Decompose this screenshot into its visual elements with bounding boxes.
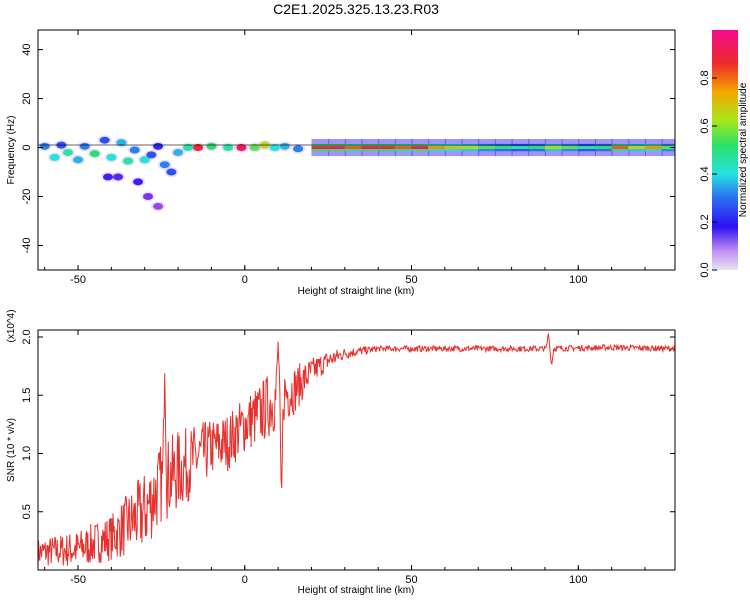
snr-xtick-label: -50 — [70, 574, 86, 586]
spectrogram-blob — [106, 153, 117, 161]
spectrogram-blob — [153, 142, 164, 150]
spectrogram-blob — [173, 148, 184, 156]
colorbar-gradient — [712, 30, 738, 270]
spectrogram-blob — [116, 139, 127, 147]
snr-panel: -50 0 50 100 0.5 1.0 1.5 2.0 Height of straight… — [6, 309, 676, 596]
spectrogram-band-core — [544, 146, 563, 150]
spectrogram-band-core — [428, 146, 446, 150]
spectrogram-ytick-label: 0 — [21, 144, 33, 150]
spectrogram-blob — [193, 144, 204, 152]
spectrogram-ytick-label: -20 — [21, 189, 33, 205]
spectrogram-ytick-label: 40 — [21, 43, 33, 55]
colorbar-tick-label: 0.0 — [699, 262, 711, 277]
spectrogram-band-core — [511, 146, 530, 150]
colorbar-tick-label: 0.8 — [699, 70, 711, 85]
spectrogram-band-core — [344, 146, 363, 150]
spectrogram-blob — [143, 193, 154, 201]
spectrogram-band-core — [578, 146, 596, 150]
snr-ylabel: SNR (10 * v/v) — [6, 418, 17, 482]
spectrogram-blob — [133, 178, 144, 186]
spectrogram-blob — [63, 148, 74, 156]
spectrogram-band-core — [611, 146, 630, 150]
spectrogram-xtick-label: 100 — [569, 274, 587, 286]
spectrogram-blob — [79, 142, 90, 150]
snr-ytick-label: 1.0 — [21, 446, 33, 461]
spectrogram-band-core — [528, 146, 546, 150]
snr-frame — [37, 329, 676, 571]
snr-series-line — [38, 333, 675, 567]
spectrogram-blob — [39, 142, 50, 150]
spectrogram-band-core — [328, 146, 346, 150]
spectrogram-blob — [103, 173, 114, 181]
spectrogram-frame — [37, 29, 676, 271]
spectrogram-xlabel: Height of straight line (km) — [298, 286, 415, 297]
snr-ytick-label: 1.5 — [21, 388, 33, 403]
snr-xtick-label: 50 — [405, 574, 417, 586]
spectrogram-band-core — [311, 146, 330, 150]
spectrogram-blob — [166, 168, 177, 176]
colorbar-ticks: 0.0 0.2 0.4 0.6 0.8 — [699, 70, 717, 278]
snr-xtick-label: 100 — [569, 574, 587, 586]
spectrogram-blob — [183, 144, 194, 152]
spectrogram-band-core — [628, 146, 646, 150]
spectrogram-band-core — [478, 146, 496, 150]
colorbar-label: Normalized spectral amplitude — [738, 82, 749, 217]
snr-ytick-label: 2.0 — [21, 329, 33, 344]
spectrogram-band-core — [494, 146, 513, 150]
spectrogram-ticks: -50 0 50 100 40 20 0 -20 -40 — [21, 30, 675, 286]
spectrogram-blob — [129, 146, 140, 154]
spectrogram-blob — [293, 145, 304, 153]
colorbar-tick-label: 0.2 — [699, 214, 711, 229]
spectrogram-band-core — [378, 146, 396, 150]
spectrogram-band-core — [361, 146, 380, 150]
figure-title: C2E1.2025.325.13.23.R03 — [273, 1, 439, 17]
spectrogram-blob — [279, 142, 290, 150]
spectrogram-blob — [49, 153, 60, 161]
spectrogram-blob — [113, 173, 124, 181]
spectrogram-blob — [146, 151, 157, 159]
spectrogram-panel: -50 0 50 100 40 20 0 -20 -40 Height of straight … — [6, 29, 676, 297]
spectrogram-band-core — [444, 146, 463, 150]
spectrogram-blob — [206, 142, 217, 150]
spectrogram-band-core — [594, 146, 613, 150]
spectrogram-blob — [73, 156, 84, 164]
spectrogram-blob — [153, 202, 164, 210]
colorbar-tick-label: 0.4 — [699, 166, 711, 181]
spectrogram-heatmap — [38, 135, 675, 212]
colorbar-tick-label: 0.6 — [699, 118, 711, 133]
spectrogram-band-core — [394, 146, 413, 150]
spectrogram-xtick-label: 50 — [405, 274, 417, 286]
spectrogram-ylabel: Frequency (Hz) — [6, 116, 17, 185]
snr-xtick-label: 0 — [242, 574, 248, 586]
spectrogram-band-core — [644, 146, 663, 150]
spectrogram-blob — [89, 150, 100, 158]
snr-ticks: -50 0 50 100 0.5 1.0 1.5 2.0 — [21, 329, 675, 586]
spectrogram-blob — [236, 144, 247, 152]
spectrogram-blob — [99, 136, 110, 144]
snr-multiplier: (x10^4) — [6, 309, 17, 342]
colorbar: 0.0 0.2 0.4 0.6 0.8 Normalized spectral ampl… — [699, 30, 749, 278]
spectrogram-blob — [269, 144, 280, 152]
spectrogram-blob — [223, 144, 234, 152]
snr-ytick-label: 0.5 — [21, 504, 33, 519]
spectrogram-xtick-label: -50 — [70, 274, 86, 286]
spectrogram-band-core — [661, 146, 675, 150]
spectrogram-band-core — [411, 146, 430, 150]
spectrogram-band-core — [561, 146, 580, 150]
spectrogram-ytick-label: 20 — [21, 92, 33, 104]
spectrogram-blob — [139, 156, 150, 164]
snr-xlabel: Height of straight line (km) — [298, 585, 415, 596]
spectrogram-band-core — [461, 146, 480, 150]
spectrogram-xtick-label: 0 — [242, 274, 248, 286]
spectrogram-blob — [159, 161, 170, 169]
spectrogram-blob — [249, 144, 260, 152]
spectrogram-blob — [123, 157, 134, 165]
spectrogram-ytick-label: -40 — [21, 238, 33, 254]
